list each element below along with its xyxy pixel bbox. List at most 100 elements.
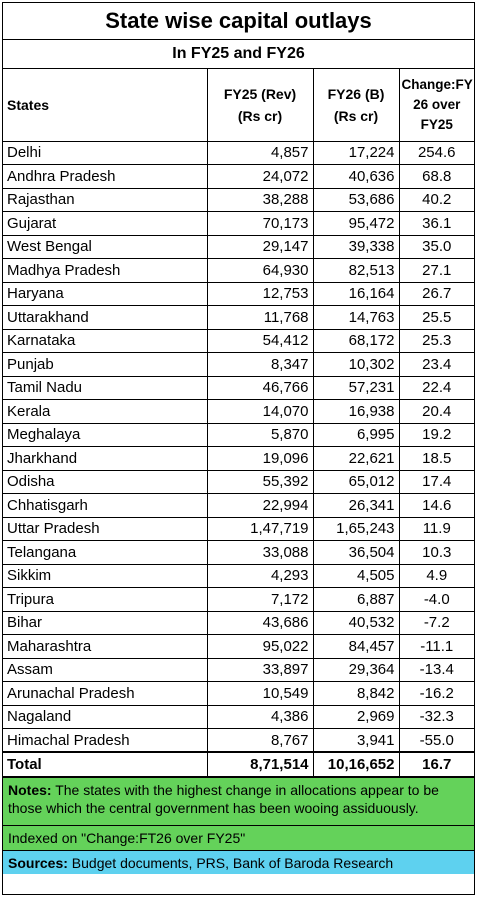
fy25-cell: 70,173 — [206, 211, 314, 236]
state-cell: Madhya Pradesh — [3, 258, 208, 283]
total-fy26: 10,16,652 — [312, 751, 400, 777]
table-row: Tripura 7,172 6,887 -4.0 — [3, 587, 474, 612]
total-change: 16.7 — [398, 751, 474, 777]
fy25-cell: 7,172 — [206, 587, 314, 612]
state-cell: West Bengal — [3, 234, 208, 259]
state-cell: Tamil Nadu — [3, 375, 208, 400]
fy25-cell: 54,412 — [206, 328, 314, 353]
fy26-cell: 95,472 — [312, 211, 400, 236]
fy26-cell: 16,164 — [312, 281, 400, 306]
fy26-cell: 84,457 — [312, 634, 400, 659]
fy25-cell: 22,994 — [206, 493, 314, 518]
change-cell: 19.2 — [398, 422, 474, 447]
change-cell: 254.6 — [398, 140, 474, 165]
header-states: States — [3, 69, 208, 142]
fy25-cell: 19,096 — [206, 446, 314, 471]
fy25-cell: 14,070 — [206, 399, 314, 424]
notes-label: Notes: — [8, 781, 52, 798]
change-cell: -16.2 — [398, 681, 474, 706]
change-cell: 25.3 — [398, 328, 474, 353]
fy25-cell: 55,392 — [206, 469, 314, 494]
state-cell: Uttar Pradesh — [3, 516, 208, 541]
table-row: West Bengal 29,147 39,338 35.0 — [3, 234, 474, 259]
fy25-cell: 5,870 — [206, 422, 314, 447]
change-cell: 26.7 — [398, 281, 474, 306]
fy25-cell: 38,288 — [206, 187, 314, 212]
change-cell: -7.2 — [398, 610, 474, 635]
fy26-cell: 26,341 — [312, 493, 400, 518]
fy26-cell: 10,302 — [312, 352, 400, 377]
change-cell: 25.5 — [398, 305, 474, 330]
fy25-cell: 46,766 — [206, 375, 314, 400]
fy25-cell: 1,47,719 — [206, 516, 314, 541]
header-fy25: FY25 (Rev) (Rs cr) — [206, 69, 314, 142]
table-title: State wise capital outlays — [3, 3, 474, 40]
table-row: Arunachal Pradesh 10,549 8,842 -16.2 — [3, 681, 474, 706]
sources-box: Sources: Budget documents, PRS, Bank of … — [3, 849, 474, 874]
change-cell: 17.4 — [398, 469, 474, 494]
fy25-cell: 8,767 — [206, 728, 314, 753]
state-cell: Tripura — [3, 587, 208, 612]
fy26-cell: 2,969 — [312, 704, 400, 729]
table-row: Meghalaya 5,870 6,995 19.2 — [3, 422, 474, 447]
state-cell: Haryana — [3, 281, 208, 306]
state-cell: Odisha — [3, 469, 208, 494]
table-row: Uttar Pradesh 1,47,719 1,65,243 11.9 — [3, 516, 474, 541]
change-cell: 4.9 — [398, 563, 474, 588]
change-cell: -11.1 — [398, 634, 474, 659]
change-cell: 11.9 — [398, 516, 474, 541]
change-cell: 36.1 — [398, 211, 474, 236]
table-row: Odisha 55,392 65,012 17.4 — [3, 469, 474, 494]
table-row: Maharashtra 95,022 84,457 -11.1 — [3, 634, 474, 659]
change-cell: 20.4 — [398, 399, 474, 424]
state-cell: Meghalaya — [3, 422, 208, 447]
table-row: Himachal Pradesh 8,767 3,941 -55.0 — [3, 728, 474, 753]
state-cell: Jharkhand — [3, 446, 208, 471]
fy25-cell: 33,088 — [206, 540, 314, 565]
table-row: Assam 33,897 29,364 -13.4 — [3, 657, 474, 682]
fy26-cell: 68,172 — [312, 328, 400, 353]
change-cell: -13.4 — [398, 657, 474, 682]
fy26-cell: 29,364 — [312, 657, 400, 682]
fy25-cell: 10,549 — [206, 681, 314, 706]
state-cell: Karnataka — [3, 328, 208, 353]
header-row: States FY25 (Rev) (Rs cr) FY26 (B) (Rs c… — [3, 69, 474, 142]
table-subtitle: In FY25 and FY26 — [3, 40, 474, 69]
change-cell: -55.0 — [398, 728, 474, 753]
state-cell: Maharashtra — [3, 634, 208, 659]
change-cell: 22.4 — [398, 375, 474, 400]
total-fy25: 8,71,514 — [206, 751, 314, 777]
state-cell: Andhra Pradesh — [3, 164, 208, 189]
fy26-cell: 14,763 — [312, 305, 400, 330]
fy25-cell: 95,022 — [206, 634, 314, 659]
fy26-cell: 6,995 — [312, 422, 400, 447]
fy26-cell: 53,686 — [312, 187, 400, 212]
state-cell: Delhi — [3, 140, 208, 165]
table-row: Karnataka 54,412 68,172 25.3 — [3, 328, 474, 353]
table-row: Haryana 12,753 16,164 26.7 — [3, 281, 474, 306]
table-row: Chhatisgarh 22,994 26,341 14.6 — [3, 493, 474, 518]
fy25-cell: 24,072 — [206, 164, 314, 189]
change-cell: 14.6 — [398, 493, 474, 518]
fy26-cell: 65,012 — [312, 469, 400, 494]
state-cell: Chhatisgarh — [3, 493, 208, 518]
fy25-cell: 33,897 — [206, 657, 314, 682]
table-row: Madhya Pradesh 64,930 82,513 27.1 — [3, 258, 474, 283]
fy26-cell: 6,887 — [312, 587, 400, 612]
table-row: Rajasthan 38,288 53,686 40.2 — [3, 187, 474, 212]
fy25-cell: 64,930 — [206, 258, 314, 283]
state-cell: Kerala — [3, 399, 208, 424]
fy25-cell: 4,386 — [206, 704, 314, 729]
notes-text: The states with the highest change in al… — [8, 781, 439, 816]
state-cell: Nagaland — [3, 704, 208, 729]
table-row: Sikkim 4,293 4,505 4.9 — [3, 563, 474, 588]
table-row: Tamil Nadu 46,766 57,231 22.4 — [3, 375, 474, 400]
total-label: Total — [3, 751, 208, 777]
state-cell: Assam — [3, 657, 208, 682]
change-cell: 27.1 — [398, 258, 474, 283]
fy25-cell: 8,347 — [206, 352, 314, 377]
table-row: Uttarakhand 11,768 14,763 25.5 — [3, 305, 474, 330]
change-cell: 23.4 — [398, 352, 474, 377]
state-cell: Arunachal Pradesh — [3, 681, 208, 706]
